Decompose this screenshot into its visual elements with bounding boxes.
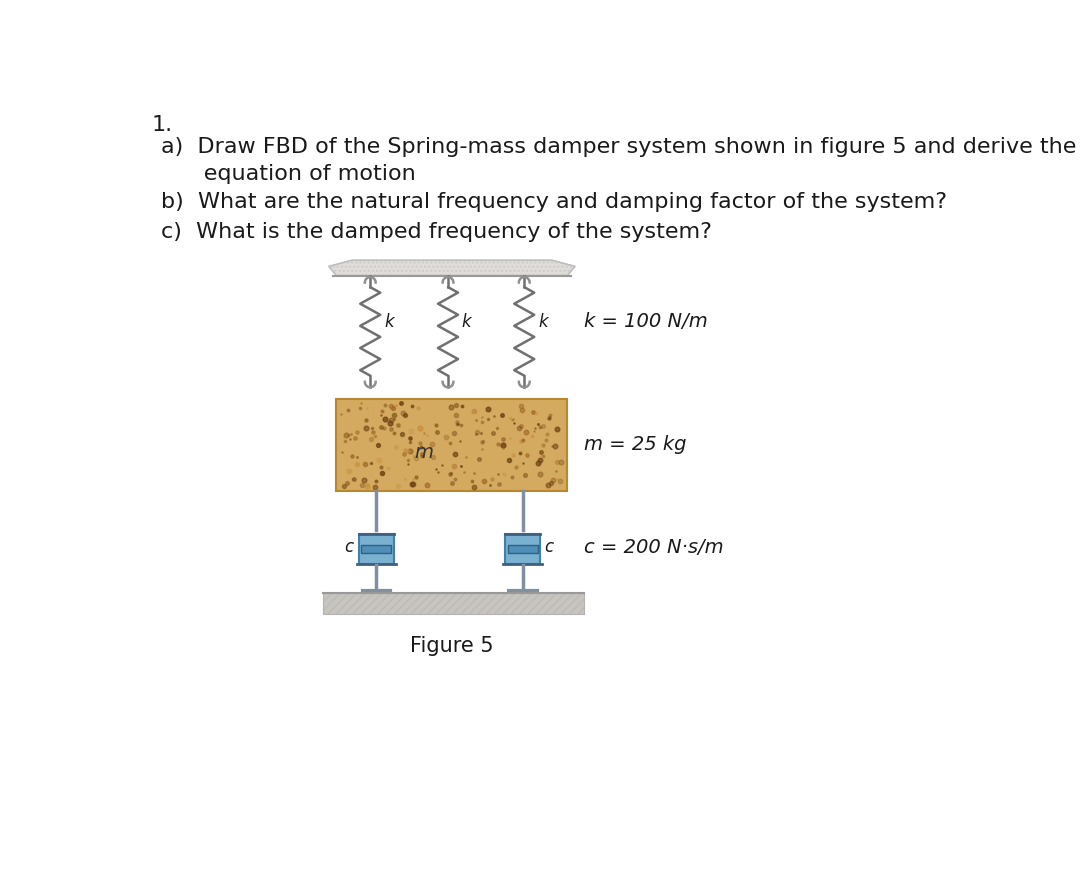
Text: k: k — [384, 313, 394, 330]
Text: k = 100 N/m: k = 100 N/m — [584, 312, 708, 331]
Text: c = 200 N·s/m: c = 200 N·s/m — [584, 538, 724, 557]
Text: b)  What are the natural frequency and damping factor of the system?: b) What are the natural frequency and da… — [161, 193, 947, 213]
Text: c)  What is the damped frequency of the system?: c) What is the damped frequency of the s… — [161, 221, 712, 242]
Text: equation of motion: equation of motion — [161, 164, 416, 184]
Bar — [505, 535, 540, 563]
Text: 1.: 1. — [151, 115, 173, 135]
Bar — [359, 535, 394, 563]
Text: a)  Draw FBD of the Spring-mass damper system shown in figure 5 and derive the: a) Draw FBD of the Spring-mass damper sy… — [161, 137, 1076, 157]
Text: Figure 5: Figure 5 — [410, 636, 494, 656]
Bar — [323, 593, 584, 615]
Text: k: k — [462, 313, 472, 330]
Text: k: k — [538, 313, 548, 330]
Text: c: c — [343, 538, 353, 556]
Polygon shape — [328, 260, 575, 276]
Bar — [362, 545, 391, 553]
Bar — [323, 593, 584, 615]
Text: c: c — [544, 538, 554, 556]
Text: m: m — [415, 443, 434, 462]
Text: m = 25 kg: m = 25 kg — [584, 435, 687, 454]
Bar — [336, 399, 567, 491]
Bar — [508, 545, 538, 553]
